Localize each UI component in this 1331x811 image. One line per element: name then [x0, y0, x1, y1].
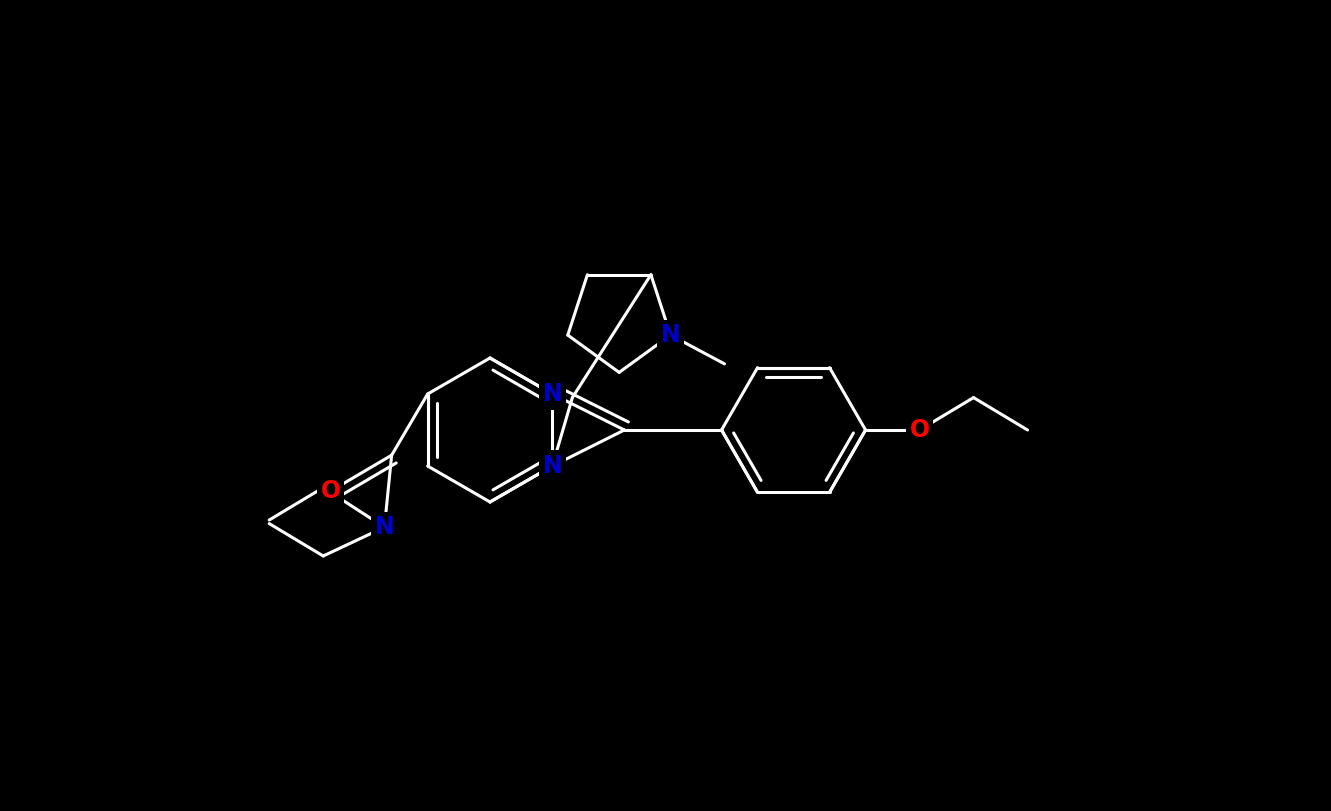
Text: O: O [321, 479, 341, 503]
Text: N: N [660, 323, 680, 347]
Text: O: O [909, 418, 929, 442]
Text: N: N [543, 454, 562, 478]
Text: N: N [543, 382, 562, 406]
Text: N: N [374, 515, 394, 539]
